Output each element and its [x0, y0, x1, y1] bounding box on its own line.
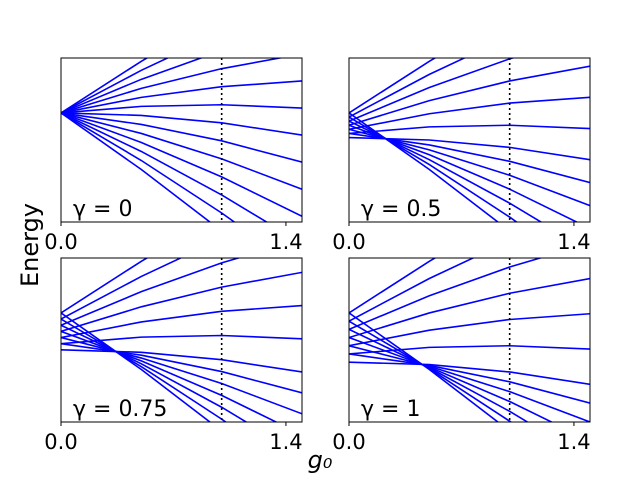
x-tick-label: 1.4: [269, 430, 302, 454]
energy-line: [349, 328, 529, 422]
x-axis-label: g₀: [308, 446, 333, 474]
energy-line: [61, 324, 248, 422]
energy-line: [349, 65, 590, 127]
energy-line: [349, 258, 543, 331]
energy-line: [349, 353, 590, 404]
energy-line: [61, 112, 302, 217]
energy-line: [349, 361, 590, 386]
energy-line: [349, 128, 590, 207]
axes-frame: [60, 57, 303, 223]
energy-line: [349, 344, 590, 355]
energy-line: [349, 112, 500, 222]
energy-line: [349, 58, 467, 118]
x-tick-label: 1.4: [557, 430, 590, 454]
energy-line: [349, 258, 475, 322]
x-tick-label: 1.4: [269, 230, 302, 254]
energy-line: [349, 136, 590, 161]
x-tick-label: 1.4: [557, 230, 590, 254]
energy-line: [61, 318, 228, 422]
x-tick-label: 0.0: [44, 230, 77, 254]
energy-line: [61, 342, 302, 394]
axes-frame: [348, 57, 591, 223]
annotation: γ = 0: [73, 197, 132, 222]
axes-frame: [348, 257, 591, 423]
energy-line: [61, 58, 204, 114]
energy-line: [61, 258, 183, 320]
plot-area: [349, 258, 590, 422]
energy-line: [61, 103, 302, 114]
energy-line: [349, 120, 543, 222]
x-tick-label: 0.0: [332, 230, 365, 254]
plot-area: [61, 58, 302, 222]
energy-line: [61, 58, 149, 114]
energy-line: [61, 258, 149, 314]
energy-line: [349, 58, 437, 114]
energy-line: [61, 336, 302, 415]
axes-frame: [60, 257, 303, 423]
energy-line: [61, 258, 242, 326]
annotation: γ = 0.5: [361, 197, 441, 222]
annotation: γ = 0.75: [73, 397, 167, 422]
energy-line: [349, 336, 554, 422]
energy-line: [349, 124, 590, 135]
energy-line: [61, 312, 212, 422]
energy-line: [349, 344, 590, 422]
energy-line: [61, 349, 302, 373]
x-tick-label: 0.0: [44, 430, 77, 454]
plot-area: [349, 58, 590, 222]
energy-line: [61, 112, 212, 222]
energy-line: [61, 112, 302, 190]
energy-line: [349, 320, 513, 422]
energy-line: [61, 80, 302, 114]
energy-line: [61, 112, 269, 222]
y-axis-label: Energy: [16, 203, 44, 287]
energy-line: [349, 58, 516, 122]
energy-line: [349, 116, 518, 222]
energy-line: [349, 312, 590, 347]
energy-line: [349, 96, 590, 131]
energy-line: [61, 112, 236, 222]
energy-line: [61, 112, 302, 136]
energy-line: [349, 132, 590, 184]
energy-line: [349, 312, 500, 422]
energy-line: [61, 58, 170, 114]
energy-line: [61, 304, 302, 339]
energy-line: [349, 258, 437, 314]
energy-line: [349, 277, 590, 339]
energy-line: [61, 112, 302, 163]
energy-line: [61, 58, 285, 114]
energy-line: [61, 271, 302, 333]
energy-line: [61, 330, 278, 422]
annotation: γ = 1: [361, 397, 420, 422]
x-tick-label: 0.0: [332, 430, 365, 454]
plot-area: [61, 258, 302, 422]
